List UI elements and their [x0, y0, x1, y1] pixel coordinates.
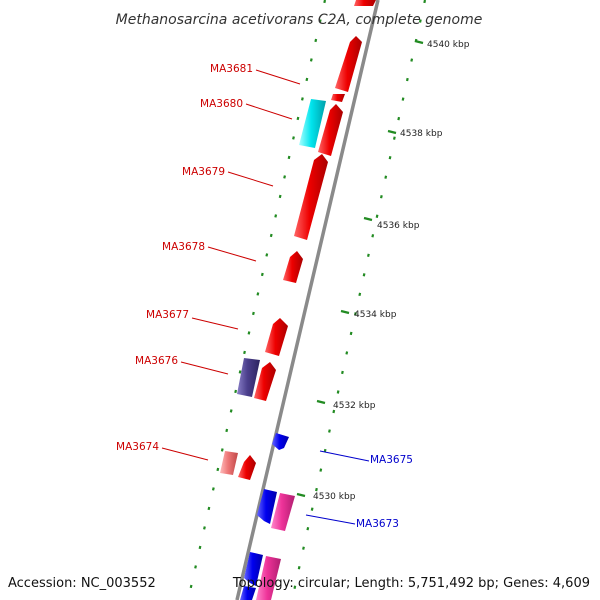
outer-tick-track [290, 0, 427, 600]
ma3676-purple-feature [237, 358, 260, 397]
accession-text: Accession: NC_003552 [8, 576, 156, 591]
label-leaders [161, 69, 370, 525]
ma3674-light-feature [220, 451, 238, 475]
scale-label: 4540 kbp [427, 40, 470, 50]
ma3680-arrow [318, 104, 343, 156]
ma3675-arrow [272, 433, 289, 450]
scale-label: 4536 kbp [377, 221, 420, 231]
ma3678-arrow [283, 251, 303, 283]
gene-label-ma3679[interactable]: MA3679 [182, 166, 225, 178]
gene-label-ma3676[interactable]: MA3676 [135, 355, 178, 367]
ma3676-arrow [254, 362, 276, 401]
scale-ticks [296, 39, 424, 498]
scale-label: 4530 kbp [313, 492, 356, 502]
topology-text: Topology: circular; Length: 5,751,492 bp… [232, 576, 590, 591]
ma3680-cyan-feature [299, 99, 326, 148]
gene-label-ma3681[interactable]: MA3681 [210, 63, 253, 75]
ma3673-pink-feature [271, 493, 295, 531]
feature-arrows [220, 0, 376, 600]
gene-label-ma3677[interactable]: MA3677 [146, 309, 189, 321]
map-title: Methanosarcina acetivorans C2A, complete… [116, 12, 483, 28]
gene-label-ma3678[interactable]: MA3678 [162, 241, 205, 253]
ma3674-arrow [238, 455, 256, 480]
ma3681-arrow [335, 36, 362, 92]
ma3677-arrow [265, 318, 288, 356]
scale-label: 4532 kbp [333, 401, 376, 411]
ma3673-blue-arrow [257, 489, 277, 524]
genome-backbone [235, 0, 380, 600]
ma3679-arrow [294, 154, 328, 240]
inner-tick-track [186, 0, 327, 600]
gene-label-ma3674[interactable]: MA3674 [116, 441, 159, 453]
scale-label: 4534 kbp [354, 310, 397, 320]
scale-label: 4538 kbp [400, 129, 443, 139]
gene-label-ma3673[interactable]: MA3673 [356, 518, 399, 530]
gene-label-ma3680[interactable]: MA3680 [200, 98, 243, 110]
gene-label-ma3675[interactable]: MA3675 [370, 454, 413, 466]
